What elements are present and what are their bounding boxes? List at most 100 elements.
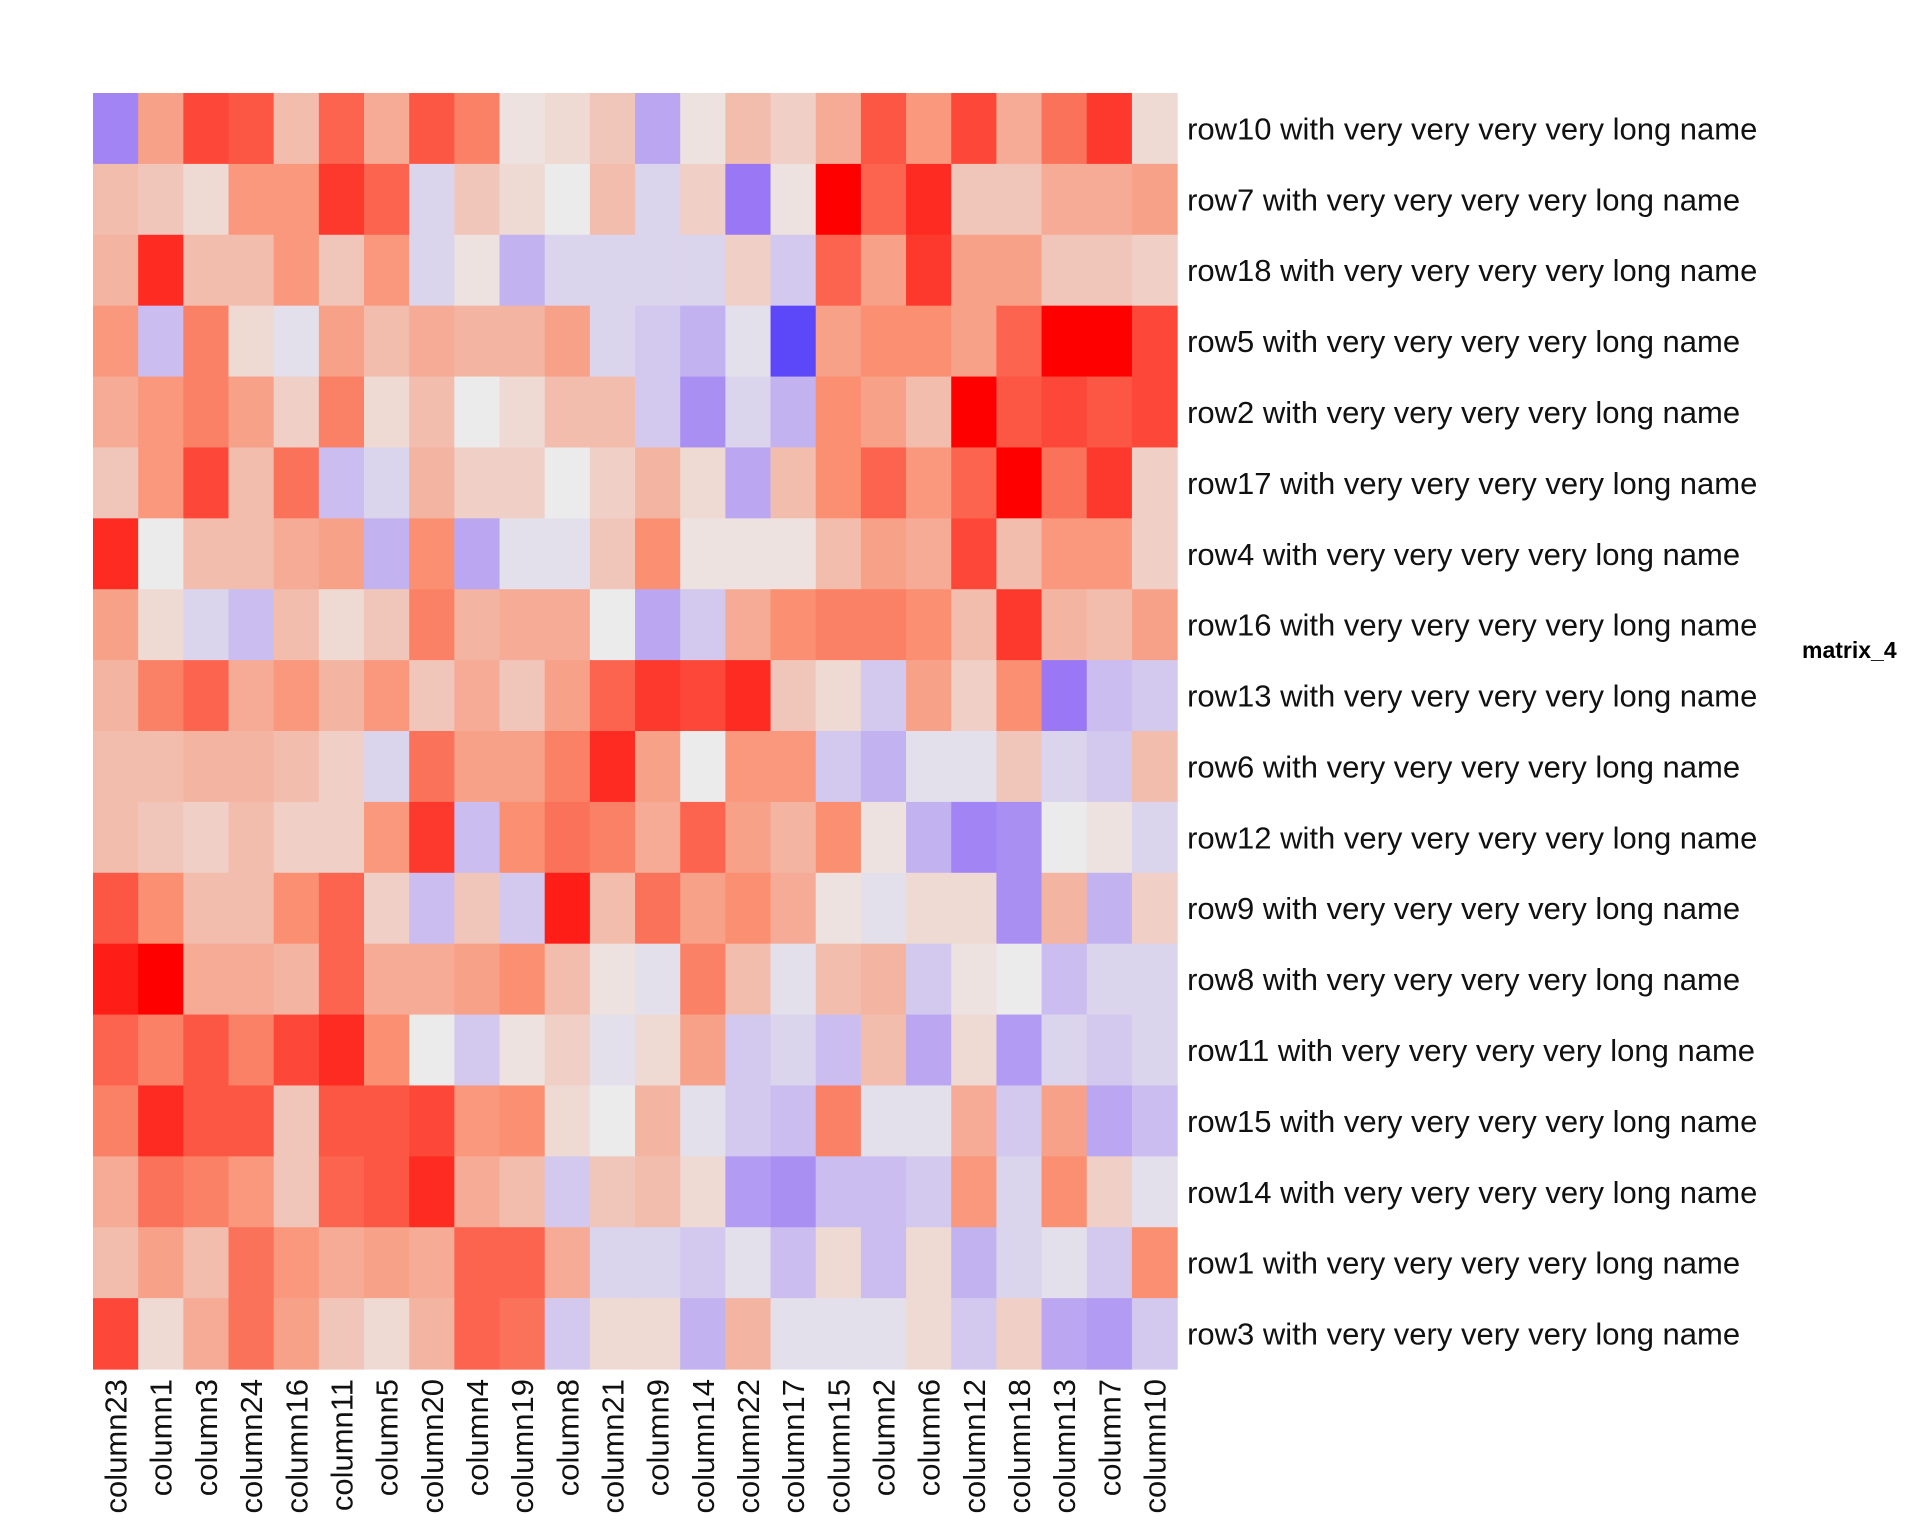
heatmap-cell	[996, 447, 1043, 519]
heatmap-cell	[409, 660, 455, 732]
heatmap-cell	[951, 518, 997, 590]
row-label: row12 with very very very very long name	[1187, 820, 1757, 855]
heatmap-cell	[815, 1085, 862, 1157]
heatmap-cell	[93, 163, 139, 236]
heatmap-cell	[635, 1156, 681, 1228]
heatmap-cell	[770, 943, 817, 1016]
heatmap-cell	[273, 376, 320, 449]
heatmap-cell	[1041, 660, 1088, 732]
heatmap-cell	[409, 1085, 455, 1157]
heatmap-cell	[409, 518, 455, 590]
row-label: row8 with very very very very long name	[1187, 962, 1740, 997]
heatmap-cell	[544, 589, 591, 661]
heatmap-cell	[544, 447, 591, 519]
heatmap-cell	[138, 589, 184, 661]
heatmap-cell	[589, 1298, 636, 1370]
heatmap-cell	[589, 589, 636, 661]
row-label: row3 with very very very very long name	[1187, 1317, 1740, 1352]
heatmap-cell	[228, 1156, 275, 1228]
heatmap-cell	[273, 234, 320, 307]
heatmap-cell	[770, 1298, 817, 1370]
heatmap-cell	[996, 801, 1043, 874]
heatmap-cell	[725, 376, 772, 449]
heatmap-cell	[589, 872, 636, 945]
heatmap-cell	[228, 305, 275, 378]
heatmap-cell	[183, 1085, 230, 1157]
heatmap-cell	[1086, 163, 1133, 236]
column-label: column5	[370, 1379, 405, 1496]
heatmap-cell	[93, 1085, 139, 1157]
heatmap-cell	[409, 943, 455, 1016]
heatmap-cell	[364, 234, 410, 307]
heatmap-cell	[996, 518, 1043, 590]
heatmap-cell	[1086, 1156, 1133, 1228]
heatmap-cell	[906, 447, 952, 519]
heatmap-cell	[93, 943, 139, 1016]
heatmap-cell	[860, 731, 907, 803]
column-label: column21	[595, 1379, 630, 1513]
heatmap-cell	[364, 93, 410, 165]
heatmap-cell	[273, 518, 320, 590]
heatmap-cell	[996, 1298, 1043, 1370]
heatmap-cell	[996, 589, 1043, 661]
heatmap-cell	[815, 163, 862, 236]
heatmap-cell	[499, 731, 546, 803]
heatmap-cell	[906, 234, 952, 307]
heatmap-cell	[1041, 518, 1088, 590]
heatmap-cell	[138, 163, 184, 236]
heatmap-cell	[996, 1227, 1043, 1299]
heatmap-cell	[1086, 731, 1133, 803]
heatmap-cell	[138, 1298, 184, 1370]
legend-title: matrix_4	[1802, 637, 1897, 663]
heatmap-cell	[635, 447, 681, 519]
heatmap-cell	[273, 1298, 320, 1370]
heatmap-cell	[364, 1156, 410, 1228]
heatmap-cell	[318, 660, 365, 732]
heatmap-cell	[1041, 93, 1088, 165]
heatmap-cell	[589, 1085, 636, 1157]
heatmap-cell	[1041, 1298, 1088, 1370]
heatmap-cell	[138, 801, 184, 874]
heatmap-cell	[906, 589, 952, 661]
heatmap-cell	[680, 1298, 726, 1370]
row-label: row6 with very very very very long name	[1187, 749, 1740, 784]
heatmap-cell	[635, 376, 681, 449]
heatmap-cell	[951, 234, 997, 307]
heatmap-cell	[725, 943, 772, 1016]
heatmap-cell	[364, 731, 410, 803]
heatmap-cell	[770, 518, 817, 590]
heatmap-cell	[770, 801, 817, 874]
heatmap-cell	[364, 447, 410, 519]
heatmap-cell	[680, 801, 726, 874]
heatmap-cell	[725, 518, 772, 590]
heatmap-cell	[1041, 1014, 1088, 1087]
heatmap-cell	[635, 305, 681, 378]
heatmap-cell	[409, 1014, 455, 1087]
heatmap-cell	[1131, 872, 1178, 945]
heatmap-cell	[544, 943, 591, 1016]
heatmap-cell	[906, 1227, 952, 1299]
heatmap-cell	[770, 1156, 817, 1228]
column-label: column17	[776, 1379, 811, 1513]
heatmap-cell	[273, 447, 320, 519]
heatmap-cell	[138, 943, 184, 1016]
heatmap-cell	[951, 872, 997, 945]
heatmap-cell	[499, 1156, 546, 1228]
heatmap-cell	[951, 943, 997, 1016]
heatmap-cell	[906, 93, 952, 165]
heatmap-cell	[635, 518, 681, 590]
heatmap-cell	[138, 660, 184, 732]
row-label: row5 with very very very very long name	[1187, 324, 1740, 359]
heatmap-cell	[138, 1014, 184, 1087]
column-label: column23	[99, 1379, 134, 1513]
column-label: column3	[189, 1379, 224, 1496]
heatmap-cell	[183, 305, 230, 378]
heatmap-cell	[589, 305, 636, 378]
heatmap-cell	[589, 731, 636, 803]
row-label: row18 with very very very very long name	[1187, 253, 1757, 288]
row-label: row11 with very very very very long name	[1187, 1033, 1755, 1068]
heatmap-cell	[951, 731, 997, 803]
heatmap-cell	[409, 589, 455, 661]
heatmap-cell	[183, 589, 230, 661]
